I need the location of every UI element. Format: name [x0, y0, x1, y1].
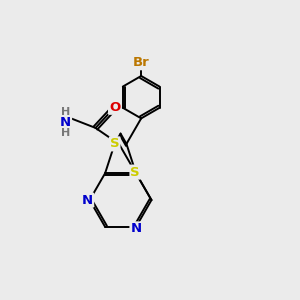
Text: N: N [82, 194, 93, 207]
Text: Br: Br [133, 56, 150, 69]
Text: H: H [61, 128, 70, 138]
Text: H: H [61, 107, 70, 117]
Text: N: N [130, 222, 142, 236]
Text: N: N [60, 116, 71, 129]
Text: O: O [109, 101, 120, 114]
Text: S: S [130, 166, 140, 178]
Text: S: S [110, 137, 119, 150]
